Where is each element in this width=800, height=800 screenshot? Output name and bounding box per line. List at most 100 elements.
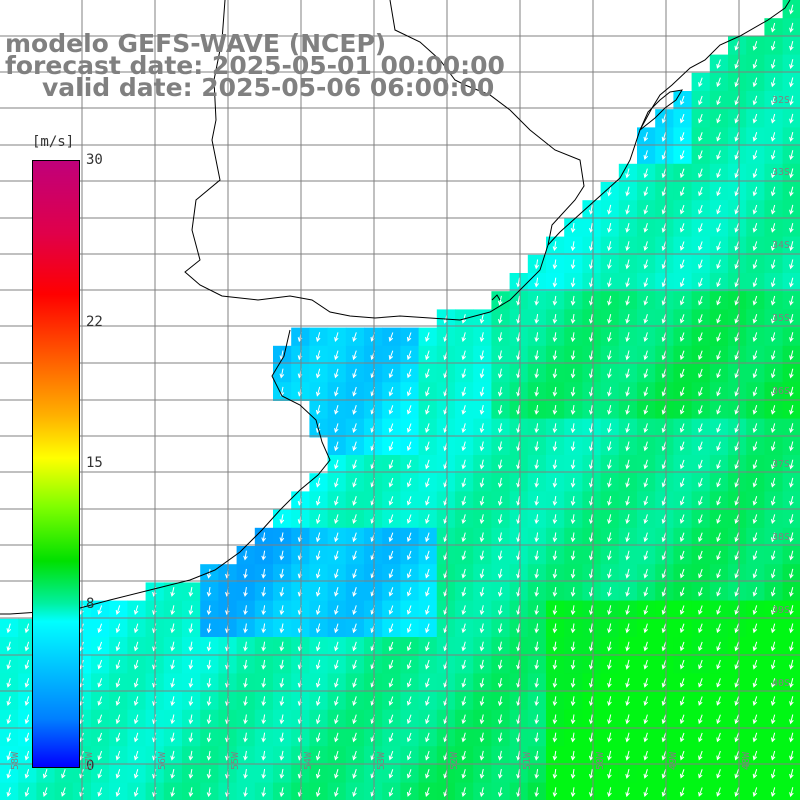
wind-arrow	[734, 405, 740, 415]
wind-arrow	[188, 787, 194, 798]
wind-arrow	[752, 113, 758, 124]
wind-arrow	[6, 714, 12, 725]
wind-arrow	[679, 314, 685, 324]
wind-arrow	[352, 350, 357, 361]
wind-arrow	[497, 641, 503, 652]
wind-arrow	[388, 459, 394, 470]
wind-arrow	[661, 769, 667, 779]
wind-arrow	[133, 732, 139, 743]
wind-arrow	[6, 641, 12, 652]
wind-arrow	[461, 350, 467, 361]
wind-arrow	[534, 750, 539, 761]
wind-arrow	[479, 386, 485, 397]
wind-arrow	[115, 678, 121, 688]
wind-arrow	[770, 532, 776, 543]
wind-arrow	[461, 550, 467, 561]
wind-arrow	[752, 132, 758, 142]
wind-arrow	[625, 586, 630, 597]
wind-arrow	[661, 386, 667, 397]
wind-arrow	[698, 132, 703, 142]
wind-arrow	[315, 623, 321, 634]
wind-arrow	[170, 677, 175, 688]
wind-arrow	[607, 586, 612, 597]
wind-arrow	[534, 259, 539, 270]
wind-arrow	[243, 714, 248, 725]
wind-arrow	[607, 477, 612, 488]
wind-arrow	[352, 441, 357, 452]
wind-arrow	[679, 714, 685, 725]
wind-arrow	[243, 550, 248, 561]
wind-arrow	[352, 459, 357, 470]
wind-arrow	[752, 59, 758, 70]
wind-arrow	[406, 368, 412, 379]
wind-arrow	[388, 550, 394, 561]
wind-arrow	[734, 77, 740, 88]
wind-arrow	[770, 77, 776, 88]
wind-arrow	[97, 714, 103, 725]
wind-arrow	[115, 732, 121, 743]
wind-arrow	[425, 496, 430, 506]
wind-arrow	[679, 605, 685, 615]
wind-arrow	[679, 696, 685, 706]
colorbar-tick-label: 0	[86, 758, 95, 774]
wind-arrow	[425, 350, 430, 361]
wind-arrow	[698, 477, 703, 488]
wind-arrow	[170, 586, 175, 597]
wind-arrow	[497, 313, 503, 324]
wind-arrow	[698, 241, 703, 251]
wind-arrow	[315, 586, 321, 597]
wind-arrow	[734, 423, 740, 433]
wind-arrow	[625, 368, 630, 379]
wind-arrow	[352, 714, 357, 725]
wind-arrow	[625, 768, 630, 779]
wind-arrow	[698, 496, 703, 506]
wind-arrow	[42, 787, 48, 797]
wind-arrow	[716, 659, 721, 670]
wind-arrow	[789, 514, 794, 525]
wind-arrow	[315, 605, 321, 616]
wind-arrow	[698, 769, 703, 779]
wind-arrow	[479, 313, 485, 324]
wind-arrow	[661, 314, 667, 324]
wind-arrow	[770, 368, 776, 379]
wind-arrow	[789, 714, 794, 725]
wind-arrow	[461, 368, 467, 379]
wind-arrow	[388, 623, 394, 634]
wind-arrow	[661, 732, 667, 743]
wind-arrow	[279, 605, 285, 616]
wind-arrow	[734, 568, 740, 579]
wind-arrow	[679, 641, 685, 652]
wind-arrow	[279, 586, 285, 597]
wind-arrow	[352, 659, 357, 670]
wind-arrow	[698, 696, 703, 706]
wind-arrow	[279, 787, 285, 798]
wind-arrow	[698, 441, 703, 452]
wind-arrow	[789, 423, 794, 434]
wind-arrow	[552, 568, 558, 579]
wind-arrow	[734, 113, 740, 124]
wind-arrow	[170, 787, 175, 798]
wind-arrow	[588, 550, 594, 561]
wind-arrow	[570, 277, 576, 288]
wind-arrow	[115, 769, 121, 779]
wind-arrow	[789, 477, 794, 488]
wind-arrow	[643, 714, 649, 725]
wind-arrow	[334, 787, 339, 798]
wind-arrow	[734, 277, 740, 288]
wind-arrow	[206, 696, 212, 707]
wind-arrow	[698, 714, 703, 725]
latitude-label: 36S	[772, 386, 791, 397]
wind-arrow	[588, 732, 594, 743]
wind-arrow	[115, 750, 121, 761]
wind-arrow	[661, 714, 667, 725]
wind-arrow	[661, 241, 667, 252]
wind-arrow	[6, 732, 12, 743]
wind-arrow	[334, 386, 339, 397]
wind-arrow	[570, 750, 576, 761]
wind-arrow	[698, 678, 703, 688]
wind-arrow	[497, 768, 503, 779]
wind-arrow	[243, 678, 248, 688]
wind-arrow	[388, 514, 394, 524]
wind-arrow	[497, 787, 503, 798]
wind-arrow	[497, 386, 503, 397]
